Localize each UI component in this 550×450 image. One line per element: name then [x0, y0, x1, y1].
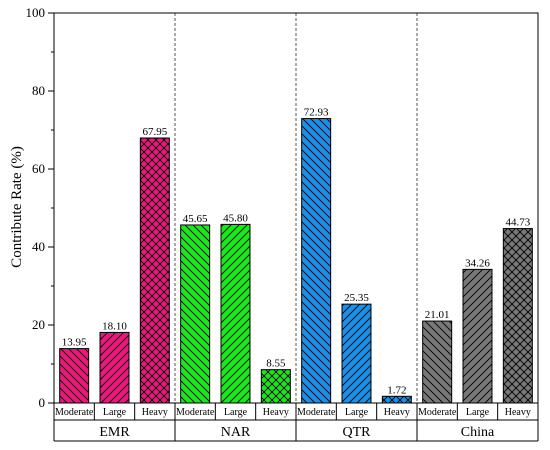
group-label: QTR — [343, 425, 372, 440]
bar — [260, 369, 291, 404]
bar-value-label: 44.73 — [505, 217, 530, 229]
bar-value-label: 72.93 — [304, 107, 329, 119]
y-axis-ticks: 0 20 40 60 80 100 — [26, 5, 54, 410]
bar-value-label: 18.10 — [102, 320, 127, 332]
category-label: Moderate — [176, 407, 215, 418]
category-label: Large — [345, 407, 369, 418]
y-tick-label: 0 — [39, 395, 46, 410]
bar — [381, 395, 412, 404]
y-axis-title: Contribute Rate (%) — [9, 146, 25, 268]
bar-value-label: 13.95 — [62, 337, 87, 349]
bar-value-label: 45.80 — [223, 212, 248, 224]
bar — [341, 303, 372, 404]
category-label: Heavy — [505, 407, 531, 418]
bar-value-label: 67.95 — [142, 126, 167, 138]
bar — [422, 320, 453, 404]
category-label: Large — [466, 407, 490, 418]
bar — [462, 268, 493, 404]
group-label: China — [461, 425, 495, 440]
bar-value-label: 34.26 — [465, 257, 490, 269]
bars: 13.95 18.10 67.95 45.65 45.80 8.55 72.93 25.35 1… — [59, 107, 533, 404]
category-label: Heavy — [263, 407, 289, 418]
y-tick-label: 100 — [26, 5, 46, 20]
category-labels: Moderate Large Heavy Moderate Large Heavy Mode… — [55, 403, 531, 420]
bar — [139, 137, 170, 404]
y-tick-label: 20 — [32, 317, 45, 332]
bar-value-label: 45.65 — [183, 213, 208, 225]
bar — [180, 224, 211, 404]
plot-frame — [53, 12, 539, 404]
y-tick-label: 60 — [32, 161, 45, 176]
bar — [99, 331, 130, 404]
category-label: Large — [224, 407, 248, 418]
category-label: Moderate — [418, 407, 457, 418]
bar-value-label: 25.35 — [344, 292, 369, 304]
bar — [502, 228, 533, 404]
y-tick-label: 40 — [32, 239, 45, 254]
bar-value-label: 1.72 — [387, 384, 406, 396]
group-separators — [174, 13, 418, 403]
group-labels: EMR NAR QTR China — [53, 403, 539, 442]
category-label: Heavy — [384, 407, 410, 418]
category-label: Large — [103, 407, 127, 418]
bar-value-label: 21.01 — [425, 309, 450, 321]
category-label: Moderate — [55, 407, 94, 418]
category-label: Moderate — [297, 407, 336, 418]
bar — [59, 348, 90, 404]
category-label: Heavy — [142, 407, 168, 418]
bar-value-label: 8.55 — [266, 358, 286, 370]
group-label: NAR — [221, 425, 251, 440]
bar — [301, 118, 332, 404]
y-tick-label: 80 — [32, 83, 45, 98]
bar — [220, 223, 251, 404]
group-label: EMR — [99, 425, 130, 440]
